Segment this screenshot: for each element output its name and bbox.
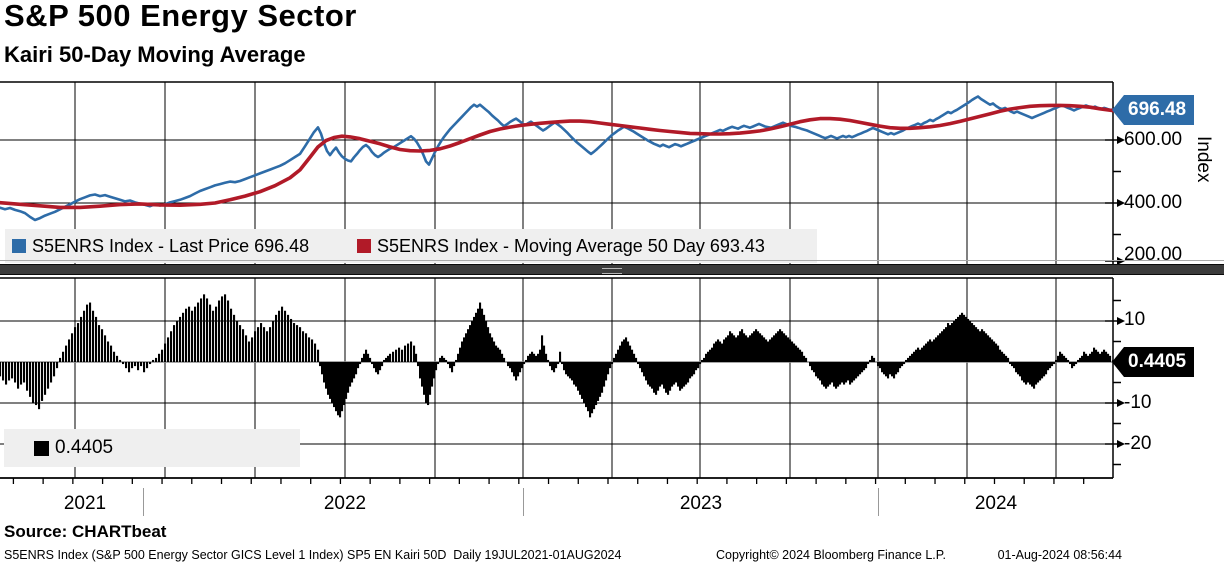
page-subtitle: Kairi 50-Day Moving Average	[4, 42, 306, 67]
xtick-year-2024: 2024	[974, 493, 1018, 514]
footer-security-description: S5ENRS Index (S&P 500 Energy Sector GICS…	[4, 548, 622, 562]
last-price-legend-label: S5ENRS Index - Last Price 696.48	[32, 235, 310, 256]
price-chart-canvas[interactable]	[0, 78, 1224, 266]
ytick-plus10: 10	[1124, 309, 1146, 330]
moving-average-swatch-icon	[357, 239, 371, 253]
kairi-panel-legend[interactable]: 0.4405	[4, 429, 300, 467]
page-title: S&P 500 Energy Sector	[4, 0, 357, 33]
xtick-year-2021: 2021	[63, 493, 107, 514]
panel-divider-hairline	[0, 260, 1224, 261]
ytick-minus20: -20	[1124, 433, 1152, 454]
xtick-year-2022: 2022	[323, 493, 367, 514]
price-panel-legend: S5ENRS Index - Last Price 696.48 S5ENRS …	[5, 229, 817, 263]
moving-average-legend-label: S5ENRS Index - Moving Average 50 Day 693…	[377, 235, 765, 256]
ytick-400: 400.00	[1124, 192, 1183, 213]
year-separator	[878, 488, 879, 516]
kairi-swatch-icon	[34, 440, 49, 456]
footer-copyright: Copyright© 2024 Bloomberg Finance L.P.	[716, 548, 946, 562]
year-separator	[523, 488, 524, 516]
ytick-minus10: -10	[1124, 392, 1152, 413]
right-axis-title: Index	[1193, 136, 1214, 183]
ytick-200: 200.00	[1124, 244, 1183, 265]
legend-entry-moving-average[interactable]: S5ENRS Index - Moving Average 50 Day 693…	[357, 236, 765, 257]
kairi-legend-value: 0.4405	[55, 437, 114, 458]
xtick-year-2023: 2023	[679, 493, 723, 514]
legend-entry-last-price[interactable]: S5ENRS Index - Last Price 696.48	[12, 236, 357, 257]
footer-timestamp: 01-Aug-2024 08:56:44	[997, 548, 1122, 562]
year-separator	[143, 488, 144, 516]
kairi-chart-canvas[interactable]	[0, 277, 1224, 489]
last-price-axis-tag: 696.48	[1112, 95, 1194, 125]
last-price-swatch-icon	[12, 239, 26, 253]
source-caption: Source: CHARTbeat	[4, 522, 167, 541]
ytick-600: 600.00	[1124, 129, 1183, 150]
kairi-axis-tag: 0.4405	[1112, 347, 1194, 377]
panel-divider-grip-icon[interactable]	[602, 268, 622, 274]
panel-divider-bar[interactable]	[0, 264, 1224, 275]
